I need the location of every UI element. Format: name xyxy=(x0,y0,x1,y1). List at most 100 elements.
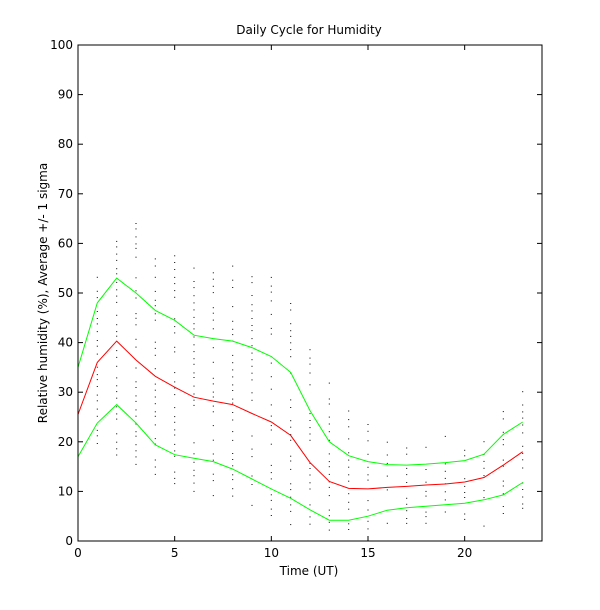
scatter-point xyxy=(290,496,292,498)
scatter-point xyxy=(251,448,253,450)
scatter-point xyxy=(135,324,137,326)
scatter-point xyxy=(328,423,330,425)
scatter-point xyxy=(290,510,292,512)
scatter-point xyxy=(328,453,330,455)
scatter-point xyxy=(522,417,524,419)
scatter-point xyxy=(406,474,408,476)
scatter-point xyxy=(135,247,137,249)
x-tick-label: 0 xyxy=(74,546,82,560)
scatter-point xyxy=(425,522,427,524)
scatter-point xyxy=(348,419,350,421)
y-tick-label: 50 xyxy=(58,286,73,300)
scatter-point xyxy=(116,377,118,379)
scatter-layer xyxy=(77,223,524,531)
scatter-point xyxy=(483,475,485,477)
scatter-point xyxy=(425,495,427,497)
scatter-point xyxy=(96,429,98,431)
scatter-point xyxy=(96,318,98,319)
scatter-point xyxy=(367,520,369,522)
scatter-point xyxy=(328,461,330,463)
scatter-point xyxy=(193,316,195,318)
scatter-point xyxy=(522,459,524,461)
scatter-point xyxy=(193,442,195,444)
scatter-point xyxy=(406,522,408,524)
scatter-point xyxy=(174,269,176,270)
scatter-point xyxy=(348,523,350,525)
scatter-point xyxy=(367,430,369,432)
scatter-point xyxy=(348,529,350,530)
scatter-point xyxy=(309,523,311,525)
scatter-point xyxy=(232,412,234,413)
x-axis-label: Time (UT) xyxy=(279,564,339,578)
scatter-point xyxy=(174,429,176,431)
y-tick-label: 10 xyxy=(58,484,73,498)
scatter-point xyxy=(386,462,388,464)
scatter-point xyxy=(193,469,195,471)
scatter-point xyxy=(154,368,156,370)
scatter-point xyxy=(328,521,330,523)
scatter-point xyxy=(270,300,272,302)
scatter-point xyxy=(464,497,466,498)
scatter-point xyxy=(116,406,118,408)
scatter-point xyxy=(193,475,195,477)
scatter-point xyxy=(251,325,253,326)
scatter-point xyxy=(193,351,195,353)
series-line-1 xyxy=(77,340,523,490)
scatter-point xyxy=(270,478,272,480)
scatter-point xyxy=(212,272,214,274)
scatter-point xyxy=(367,509,369,511)
scatter-point xyxy=(270,376,272,378)
scatter-point xyxy=(348,493,350,495)
scatter-point xyxy=(232,369,234,371)
scatter-point xyxy=(328,495,330,497)
scatter-point xyxy=(270,515,272,516)
scatter-point xyxy=(522,503,524,505)
scatter-point xyxy=(193,385,195,387)
scatter-point xyxy=(193,482,195,484)
scatter-point xyxy=(406,518,408,519)
scatter-point xyxy=(232,488,234,490)
scatter-point xyxy=(232,474,234,476)
y-tick-label: 0 xyxy=(65,534,73,548)
scatter-point xyxy=(270,443,272,445)
scatter-point xyxy=(96,276,98,278)
scatter-point xyxy=(425,511,427,513)
scatter-point xyxy=(348,452,350,454)
scatter-point xyxy=(116,356,118,358)
scatter-point xyxy=(348,480,350,482)
scatter-point xyxy=(309,516,311,518)
scatter-point xyxy=(348,426,350,428)
scatter-point xyxy=(96,366,98,368)
scatter-point xyxy=(116,246,118,248)
scatter-point xyxy=(96,311,98,312)
scatter-point xyxy=(232,362,234,364)
scatter-point xyxy=(522,507,524,509)
scatter-point xyxy=(135,395,137,397)
axis-ticks: 0 5 10 15 20 0 10 20 30 40 50 60 70 80 90 100 xyxy=(50,38,542,560)
scatter-point xyxy=(290,309,292,311)
scatter-point xyxy=(193,461,195,463)
scatter-point xyxy=(154,389,156,391)
scatter-point xyxy=(290,455,292,457)
scatter-point xyxy=(502,418,504,420)
scatter-point xyxy=(96,345,98,347)
scatter-point xyxy=(290,349,292,351)
scatter-point xyxy=(444,491,446,493)
scatter-point xyxy=(290,407,292,408)
scatter-point xyxy=(154,347,156,349)
scatter-point xyxy=(116,259,118,261)
y-axis-label: Relative humidity (%), Average +/- 1 sig… xyxy=(36,163,50,423)
scatter-point xyxy=(425,481,427,483)
scatter-point xyxy=(251,484,253,485)
scatter-point xyxy=(464,518,466,520)
scatter-point xyxy=(483,490,485,492)
scatter-point xyxy=(522,424,524,426)
scatter-point xyxy=(309,420,311,421)
scatter-point xyxy=(116,433,118,435)
scatter-point xyxy=(309,384,311,386)
scatter-point xyxy=(522,404,524,406)
scatter-point xyxy=(251,475,253,477)
scatter-point xyxy=(232,390,234,391)
